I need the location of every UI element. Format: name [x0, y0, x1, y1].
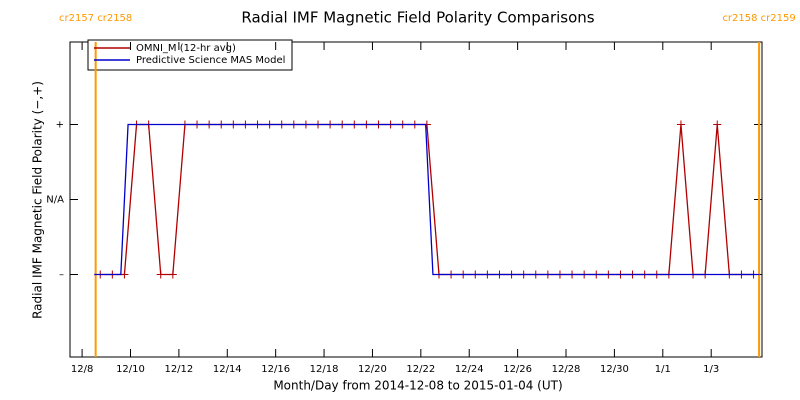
x-tick-label: 1/1: [655, 364, 671, 375]
x-tick-label: 12/14: [213, 364, 242, 375]
rotation-label: cr2157 cr2158: [59, 13, 132, 24]
x-tick-label: 12/10: [116, 364, 145, 375]
series-line: [94, 123, 760, 276]
chart-title: Radial IMF Magnetic Field Polarity Compa…: [241, 9, 594, 27]
x-tick-label: 12/28: [552, 364, 581, 375]
point-marker: [713, 120, 722, 129]
point-marker: [120, 270, 129, 279]
x-tick-label: 1/3: [703, 364, 719, 375]
point-marker: [168, 270, 177, 279]
rotation-label: cr2158 cr2159: [722, 13, 795, 24]
y-tick-label: N/A: [46, 195, 64, 206]
x-tick-label: 12/18: [310, 364, 339, 375]
y-axis-label: Radial IMF Magnetic Field Polarity (−,+): [31, 81, 45, 319]
legend-label: OMNI_M (12-hr avg): [136, 43, 236, 54]
y-tick-label: +: [56, 120, 64, 131]
x-tick-label: 12/26: [503, 364, 532, 375]
x-tick-label: 12/8: [71, 364, 93, 375]
plot-frame: [69, 41, 763, 358]
point-marker: [156, 270, 165, 279]
x-tick-label: 12/22: [406, 364, 435, 375]
point-marker: [676, 120, 685, 129]
x-tick-label: 12/24: [455, 364, 484, 375]
x-tick-label: 12/20: [358, 364, 387, 375]
legend-label: Predictive Science MAS Model: [136, 55, 285, 66]
x-tick-label: 12/30: [600, 364, 629, 375]
legend-box: [87, 39, 293, 71]
x-axis-label: Month/Day from 2014-12-08 to 2015-01-04 …: [273, 379, 562, 393]
x-tick-label: 12/12: [164, 364, 193, 375]
y-tick-label: –: [59, 270, 64, 281]
x-tick-label: 12/16: [261, 364, 290, 375]
